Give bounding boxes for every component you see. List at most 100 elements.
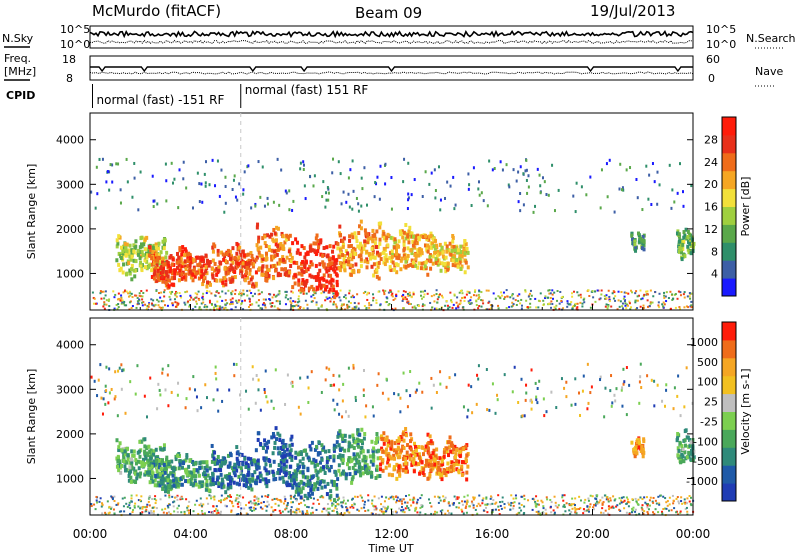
scatter-cell [291,208,294,212]
echo-cell [149,476,153,481]
echo-cell [308,481,312,486]
echo-cell [170,262,174,267]
ground-cell [600,511,603,514]
echo-cell [293,273,297,278]
echo-cell [335,482,339,487]
scatter-cell [263,387,266,391]
ground-cell [264,504,267,507]
scatter-cell [357,209,360,213]
echo-cell [633,239,637,244]
ground-cell [497,494,500,497]
ground-cell [331,509,334,512]
echo-cell [424,260,428,265]
scatter-cell [511,390,514,394]
scatter-cell [532,210,535,214]
echo-cell [211,453,215,458]
ground-cell [542,303,545,306]
echo-cell [358,469,362,474]
ground-cell [600,289,603,292]
echo-cell [451,263,455,268]
echo-cell [276,243,280,248]
echo-cell [390,443,394,448]
scatter-cell [297,405,300,409]
echo-cell [195,468,199,473]
echo-cell [413,441,417,446]
scatter-cell [454,203,457,207]
echo-cell [254,270,258,275]
ground-cell [658,502,661,505]
echo-cell [147,253,151,258]
echo-cell [245,479,249,484]
echo-cell [425,237,429,242]
echo-cell [375,274,379,279]
echo-cell [373,255,377,260]
echo-cell [453,260,457,265]
echo-cell [313,447,317,452]
scatter-cell [133,176,136,180]
ground-cell [535,495,538,498]
echo-cell [444,255,448,260]
ground-cell [475,304,478,307]
echo-cell [202,274,206,279]
ground-cell [345,506,348,509]
ground-cell [455,506,458,509]
scatter-cell [119,201,122,205]
ground-cell [380,510,383,513]
scatter-cell [266,400,269,404]
ground-cell [395,295,398,298]
ground-cell [535,306,538,309]
ground-cell [365,307,368,310]
echo-cell [242,253,246,258]
scatter-cell [348,205,351,209]
ground-cell [269,302,272,305]
echo-cell [434,257,438,262]
ground-cell [404,296,407,299]
scatter-cell [407,192,410,196]
echo-cell [283,454,287,459]
ground-cell [335,305,338,308]
ground-cell [668,509,671,512]
ground-cell [192,510,195,513]
echo-cell [154,447,158,452]
echo-cell [129,475,133,480]
ground-cell [284,296,287,299]
ground-cell [571,507,574,510]
scatter-cell [347,366,350,370]
echo-cell [314,275,318,280]
echo-cell [220,250,224,255]
scatter-cell [621,386,624,390]
ground-cell [536,499,539,502]
ground-cell [600,293,603,296]
ground-cell [572,290,575,293]
echo-cell [390,249,394,254]
echo-cell [254,257,258,262]
ground-cell [249,500,252,503]
ground-cell [139,295,142,298]
ground-cell [229,499,232,502]
echo-cell [439,249,443,254]
ground-cell [412,291,415,294]
ground-cell [188,500,191,503]
echo-cell [171,473,175,478]
ground-cell [176,301,179,304]
scatter-cell [284,189,287,193]
ground-cell [332,509,335,512]
ground-cell [574,497,577,500]
echo-cell [397,436,401,441]
ground-cell [147,500,150,503]
scatter-cell [276,157,279,161]
echo-cell [375,436,379,441]
echo-cell [463,251,467,256]
ground-cell [556,506,559,509]
ground-cell [426,292,429,295]
echo-cell [642,239,646,244]
echo-cell [278,433,282,438]
ground-cell [353,306,356,309]
ground-cell [619,509,622,512]
scatter-cell [534,204,537,208]
echo-cell [412,260,416,265]
echo-cell [292,275,296,280]
echo-cell [265,484,269,489]
scatter-cell [129,380,132,384]
ground-cell [447,307,450,310]
